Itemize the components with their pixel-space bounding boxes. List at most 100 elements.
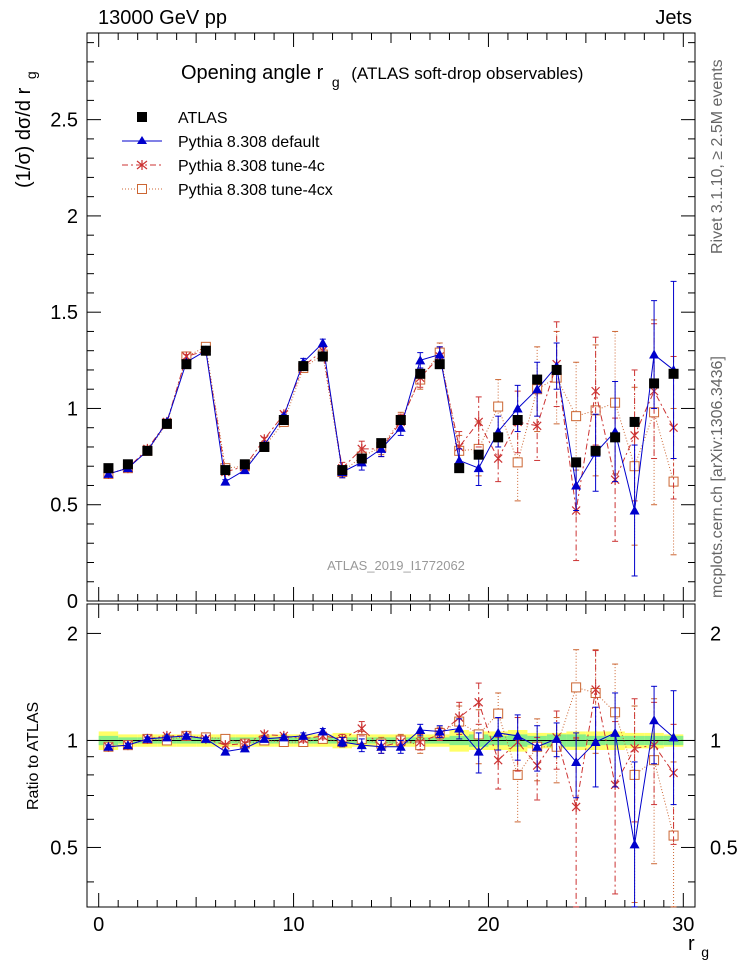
main-y-axis-label-subscript: g — [23, 71, 39, 79]
main-line-tune-4c — [108, 349, 675, 511]
main-point-atlas — [512, 415, 523, 426]
main-point-atlas — [200, 345, 211, 356]
main-point-atlas — [298, 361, 309, 372]
legend-marker-tune-4c — [136, 160, 148, 170]
legend-entry-atlas: ATLAS — [137, 110, 228, 127]
x-axis-label-text: r — [688, 933, 695, 955]
x-axis-label: r g — [688, 933, 709, 960]
ratio-point-default — [278, 732, 289, 742]
main-point-atlas — [103, 463, 114, 474]
x-axis-label-subscript: g — [701, 944, 709, 960]
ratio-y-tick-label-right: 0.5 — [710, 837, 738, 859]
ratio-point-default — [415, 724, 426, 734]
ratio-point-default — [220, 746, 231, 756]
ratio-point-default — [376, 741, 387, 751]
main-point-default — [512, 403, 523, 413]
rivet-version-label: Rivet 3.1.10, ≥ 2.5M events — [709, 59, 726, 254]
legend-entry-tune-4c: Pythia 8.308 tune-4c — [122, 158, 325, 175]
ratio-point-default — [551, 733, 562, 743]
main-point-default — [629, 505, 640, 515]
ratio-point-default — [629, 839, 640, 849]
ratio-point-tune-4c — [357, 723, 367, 734]
main-line-default — [108, 341, 674, 511]
main-point-atlas — [473, 449, 484, 460]
main-point-default — [434, 349, 445, 359]
ratio-line-tune-4cx — [108, 686, 675, 836]
ratio-y-axis-label: Ratio to ATLAS — [25, 702, 42, 810]
main-point-atlas — [590, 445, 601, 456]
main-panel: 0 0.5 1 1.5 2 2.5 Opening angle r g (ATLAS so… — [13, 32, 696, 613]
main-point-tune-4c — [532, 420, 542, 431]
main-point-default — [649, 349, 660, 359]
main-point-atlas — [395, 415, 406, 426]
ratio-point-tune-4c — [571, 801, 581, 812]
main-point-default — [103, 468, 114, 478]
ratio-point-default — [103, 741, 114, 751]
ratio-y-tick-label: 0.5 — [50, 837, 78, 859]
ratio-point-default — [200, 733, 211, 743]
plot-title-rest: (ATLAS soft-drop observables) — [351, 64, 583, 83]
main-point-default — [239, 465, 250, 475]
main-point-atlas — [415, 368, 426, 379]
ratio-point-default — [532, 741, 543, 751]
plot-title: Opening angle r g (ATLAS soft-drop obser… — [181, 62, 583, 92]
ratio-point-default — [181, 730, 192, 740]
main-point-default — [376, 443, 387, 453]
ratio-y-tick-label: 2 — [67, 623, 78, 645]
ratio-panel: 0.5 0.51 12 20 10 20 30 Ratio to ATLAS r g — [25, 603, 738, 960]
ratio-panel-series — [103, 649, 679, 908]
ratio-point-default — [571, 756, 582, 766]
ratio-point-default — [161, 732, 172, 742]
legend-marker-atlas — [137, 112, 147, 122]
x-tick-label: 0 — [93, 914, 104, 936]
legend-marker-tune-4cx — [137, 184, 147, 194]
main-point-default — [415, 355, 426, 365]
main-point-atlas — [571, 457, 582, 468]
main-point-atlas — [278, 415, 289, 426]
main-line-tune-4cx — [108, 346, 675, 482]
plot-title-subscript: g — [332, 74, 340, 90]
main-y-tick-label: 1.5 — [50, 302, 78, 324]
main-panel-series — [103, 280, 679, 577]
main-y-tick-label: 2 — [67, 206, 78, 228]
ratio-point-tune-4cx — [571, 682, 582, 693]
header-process-label: Jets — [655, 7, 692, 29]
main-point-tune-4c — [474, 416, 484, 427]
ratio-y-tick-label: 1 — [67, 730, 78, 752]
main-point-atlas — [668, 368, 679, 379]
ratio-line-default — [108, 719, 674, 845]
ratio-point-default — [142, 733, 153, 743]
ratio-point-tune-4c — [415, 736, 425, 747]
legend-label-tune-4cx: Pythia 8.308 tune-4cx — [178, 182, 333, 199]
main-point-atlas — [629, 416, 640, 427]
main-point-default — [571, 480, 582, 490]
legend-label-default: Pythia 8.308 default — [178, 134, 320, 151]
legend: ATLAS Pythia 8.308 default Pythia 8.308 … — [122, 110, 333, 199]
main-point-atlas — [259, 441, 270, 452]
main-point-atlas — [356, 453, 367, 464]
mcplots-credit-label: mcplots.cern.ch [arXiv:1306.3436] — [709, 356, 726, 598]
main-point-tune-4c — [630, 430, 640, 441]
main-y-axis-label-text: (1/σ) dσ/d r — [13, 87, 35, 188]
main-y-axis-label: (1/σ) dσ/d r g — [13, 71, 39, 188]
main-point-atlas — [454, 463, 465, 474]
legend-entry-default: Pythia 8.308 default — [122, 134, 320, 151]
ratio-uncertainty-bands — [87, 729, 695, 752]
legend-marker-default — [137, 136, 147, 144]
main-point-atlas — [610, 432, 621, 443]
main-point-default — [317, 337, 328, 347]
header-energy-label: 13000 GeV pp — [98, 7, 227, 29]
main-point-atlas — [122, 459, 133, 470]
main-point-tune-4c — [357, 443, 367, 454]
main-panel-ticks: 0 0.5 1 1.5 2 2.5 — [50, 33, 695, 613]
main-y-tick-label: 0 — [67, 591, 78, 613]
ratio-y-tick-label-right: 2 — [710, 623, 721, 645]
ratio-point-default — [259, 733, 270, 743]
main-point-atlas — [181, 359, 192, 370]
main-point-tune-4cx — [571, 411, 582, 422]
main-point-atlas — [649, 378, 660, 389]
ratio-point-default — [668, 732, 679, 742]
ratio-point-tune-4cx — [512, 769, 523, 780]
main-point-default — [532, 384, 543, 394]
